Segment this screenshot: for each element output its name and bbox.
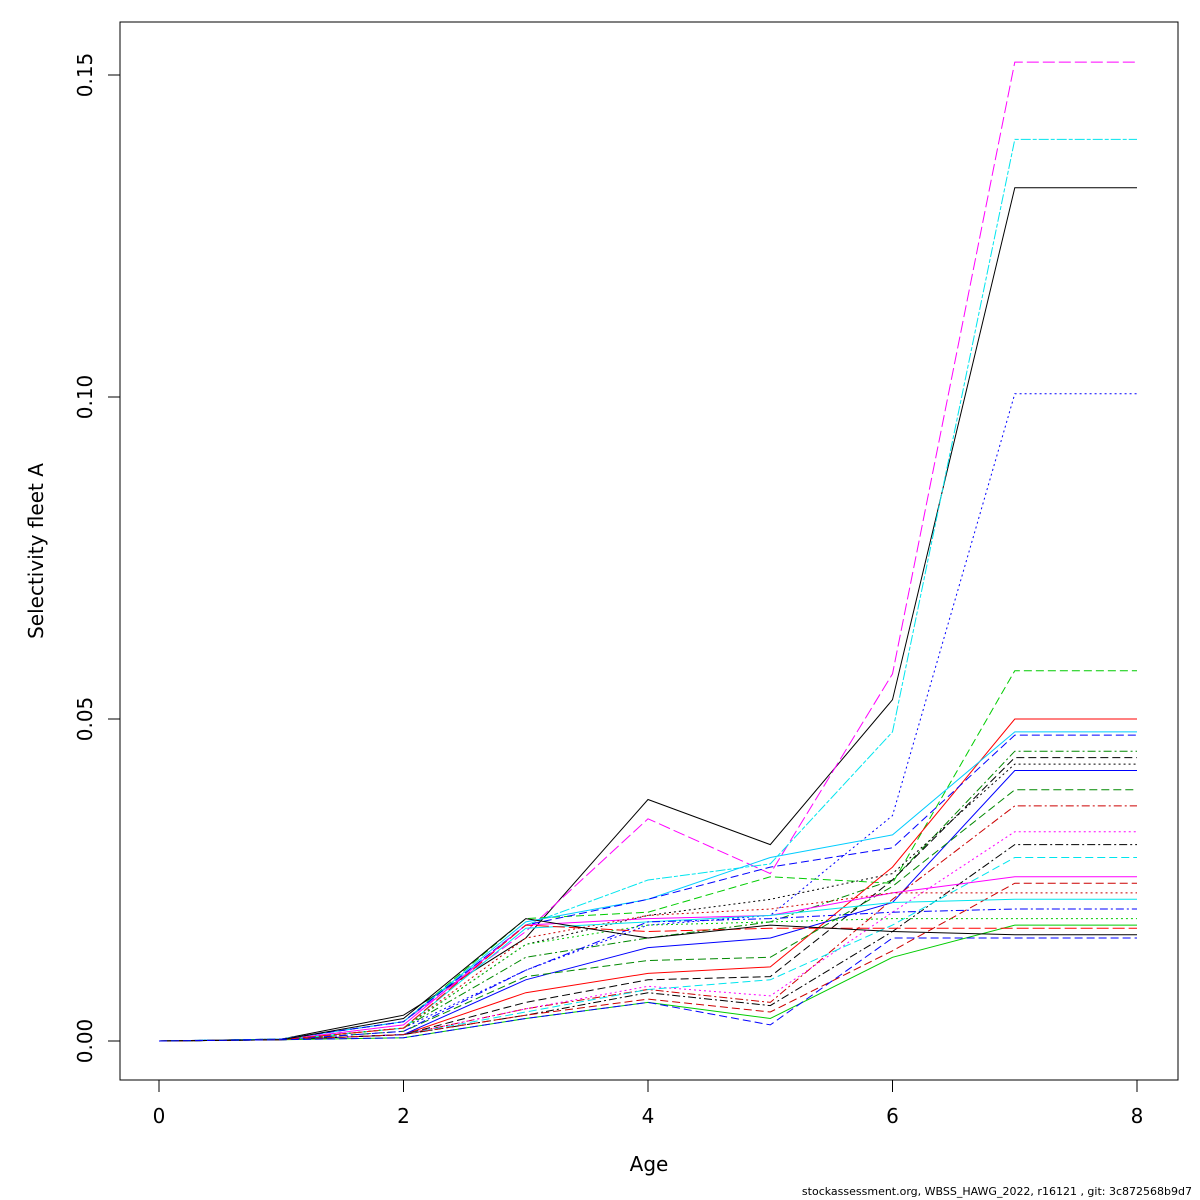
y-tick-label: 0.10 [73, 375, 97, 420]
x-axis-title: Age [630, 1152, 669, 1176]
series-line-26 [158, 918, 1137, 1042]
series-line-25 [158, 924, 1137, 1042]
series-line-16 [158, 844, 1137, 1042]
footer-credit: stockassessment.org, WBSS_HAWG_2022, r16… [801, 1185, 1192, 1198]
series-line-2 [158, 61, 1137, 1042]
series-line-12 [158, 770, 1137, 1042]
y-axis: 0.00 0.05 0.10 0.15 [73, 53, 121, 1064]
x-tick-label: 0 [153, 1104, 166, 1128]
y-tick-label: 0.05 [73, 697, 97, 742]
series-line-17 [158, 857, 1137, 1042]
x-tick-label: 4 [642, 1104, 655, 1128]
y-tick-label: 0.00 [73, 1019, 97, 1064]
x-tick-label: 2 [397, 1104, 410, 1128]
series-line-1 [158, 187, 1137, 1042]
series-line-18 [158, 876, 1137, 1042]
x-tick-label: 6 [886, 1104, 899, 1128]
series-layer [158, 61, 1137, 1042]
series-line-5 [158, 670, 1137, 1042]
series-line-11 [158, 763, 1137, 1042]
series-line-8 [158, 734, 1137, 1042]
series-line-15 [158, 831, 1137, 1042]
series-line-22 [158, 908, 1137, 1042]
series-line-27 [158, 937, 1137, 1042]
x-axis: 0 2 4 6 8 [153, 1079, 1144, 1128]
series-line-7 [158, 731, 1137, 1042]
series-line-4 [158, 393, 1137, 1042]
series-line-24 [158, 924, 1137, 1042]
series-line-23 [158, 918, 1137, 1042]
series-line-14 [158, 805, 1137, 1042]
y-tick-label: 0.15 [73, 53, 97, 98]
series-line-21 [158, 898, 1137, 1042]
series-line-9 [158, 750, 1137, 1042]
series-line-13 [158, 789, 1137, 1042]
x-tick-label: 8 [1131, 1104, 1144, 1128]
series-line-20 [158, 892, 1137, 1042]
series-line-3 [158, 138, 1137, 1042]
series-line-19 [158, 882, 1137, 1042]
plot-frame [119, 21, 1179, 1081]
y-axis-title: Selectivity fleet A [24, 463, 48, 639]
